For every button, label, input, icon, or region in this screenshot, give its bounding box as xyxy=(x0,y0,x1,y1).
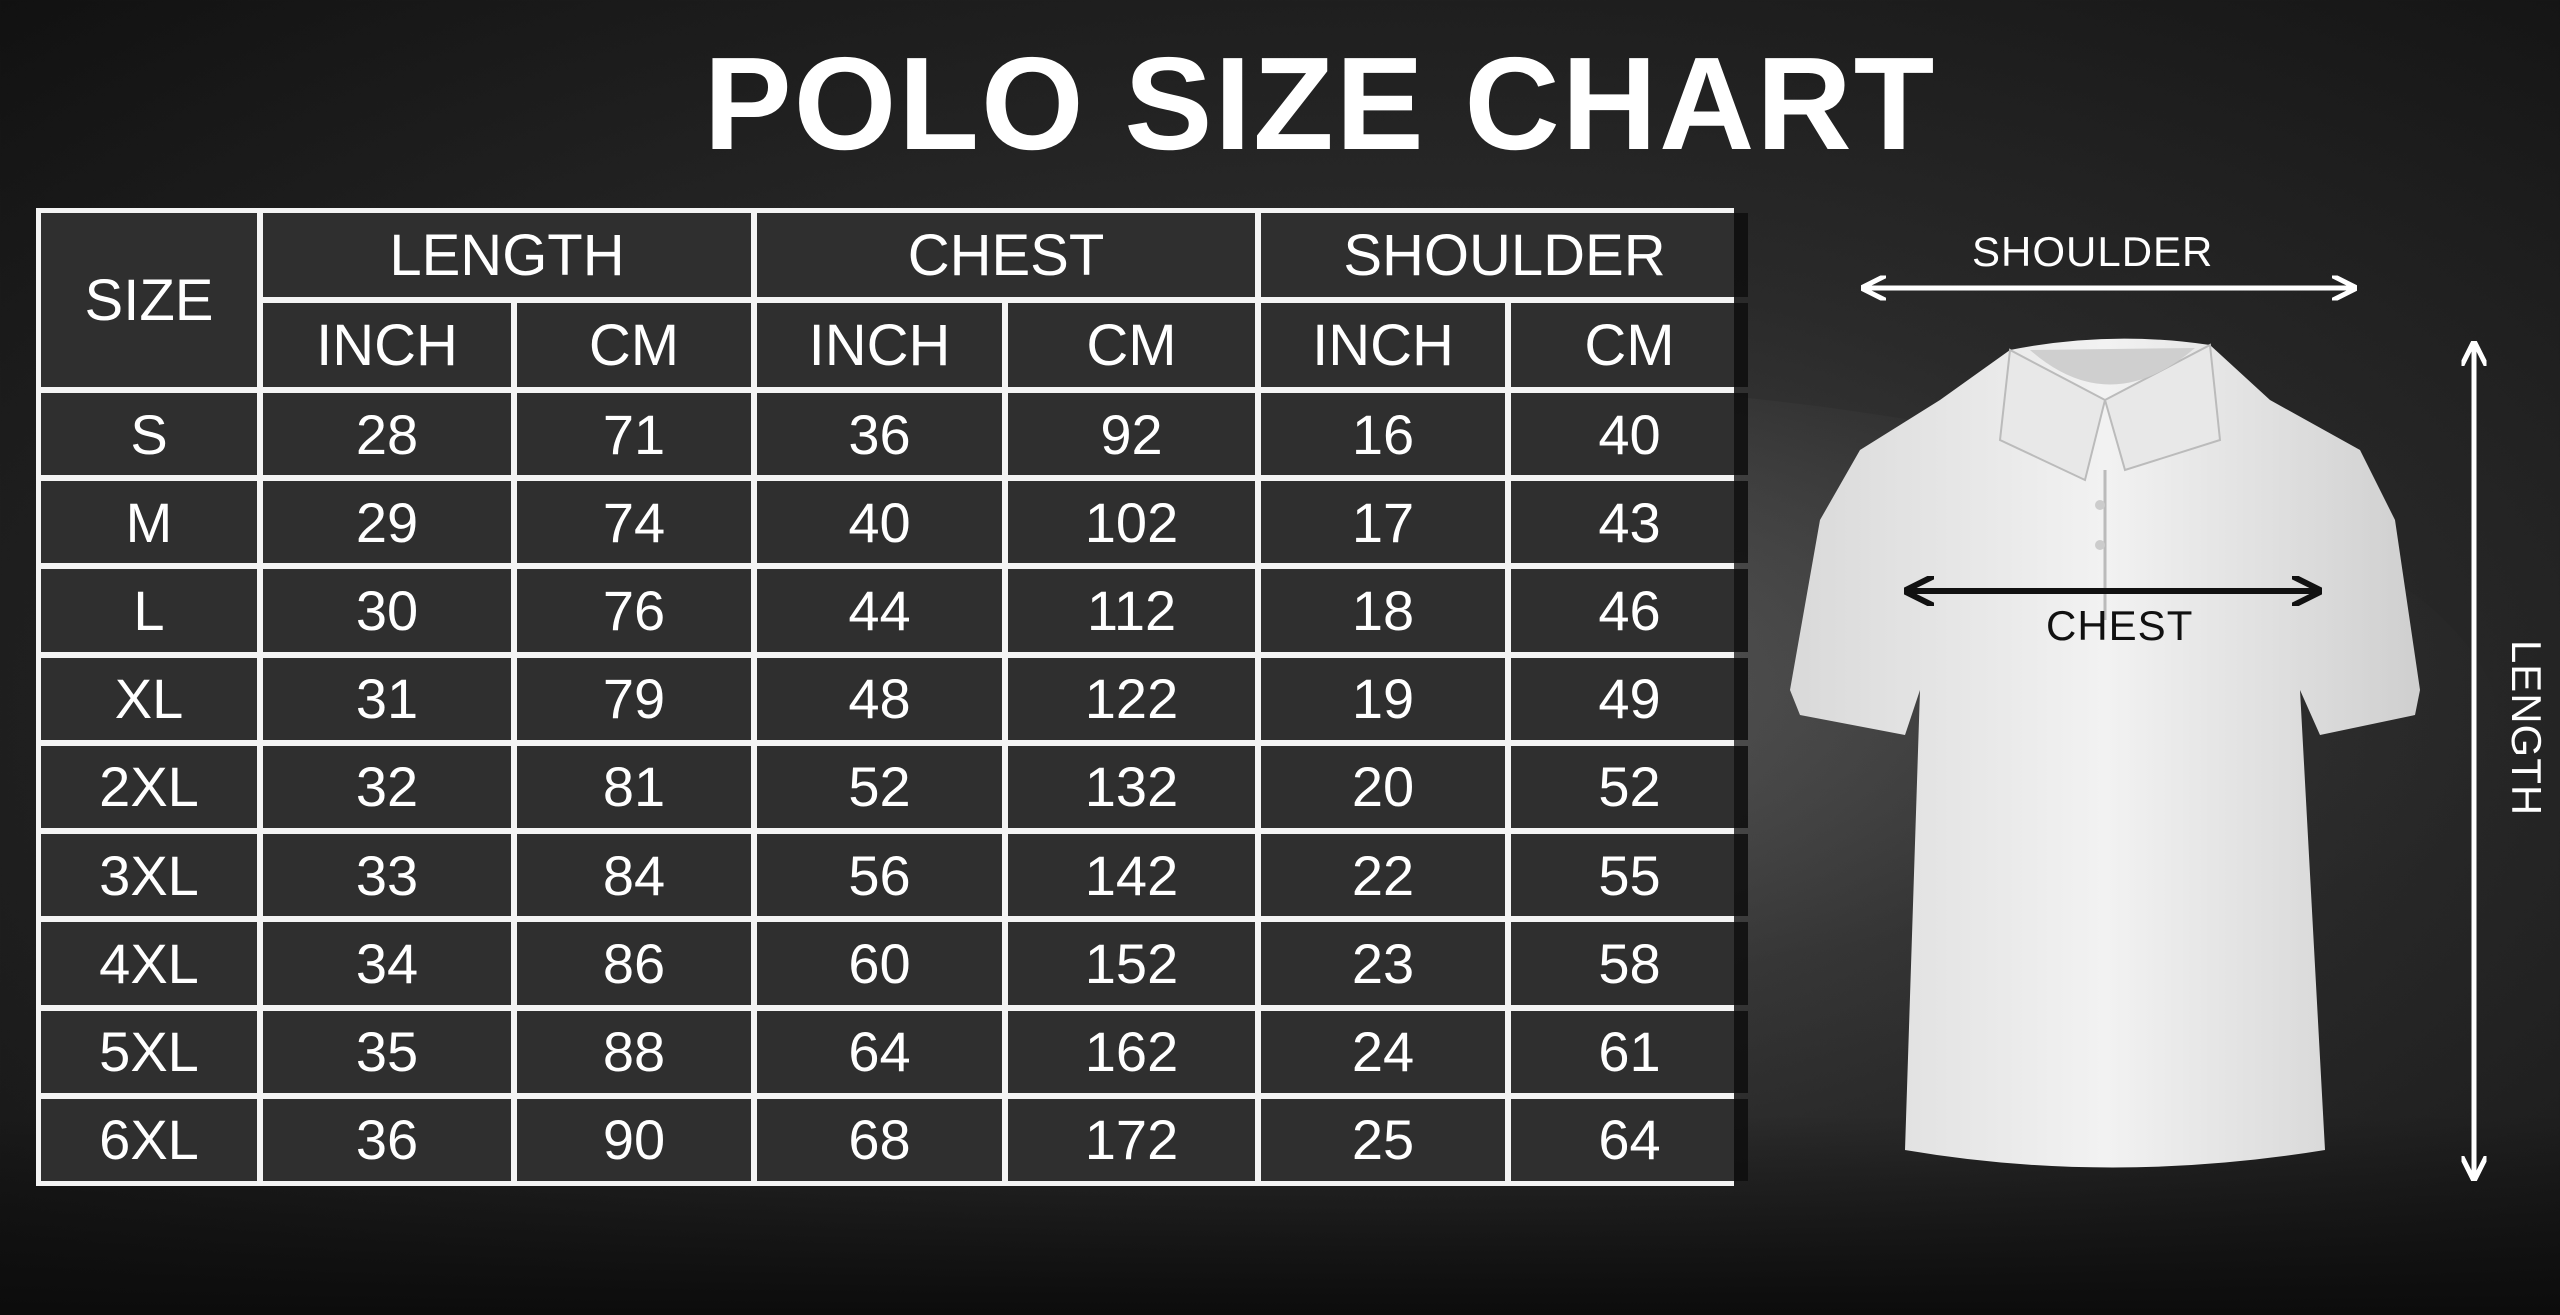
value-cell: 23 xyxy=(1261,922,1505,1005)
value-cell: 81 xyxy=(517,745,751,829)
value-cell: 40 xyxy=(757,481,1002,564)
value-cell: 43 xyxy=(1511,481,1748,564)
value-cell: 30 xyxy=(263,569,511,652)
value-cell: 76 xyxy=(517,569,751,652)
size-cell: XL xyxy=(41,657,257,740)
value-cell: 29 xyxy=(263,481,511,564)
unit-header: CM xyxy=(517,303,751,387)
value-cell: 79 xyxy=(517,657,751,740)
chest-label: CHEST xyxy=(2046,602,2194,649)
value-cell: 36 xyxy=(757,393,1002,476)
value-cell: 61 xyxy=(1511,1010,1748,1093)
shoulder-header: SHOULDER xyxy=(1261,213,1748,297)
value-cell: 33 xyxy=(263,834,511,917)
value-cell: 48 xyxy=(757,657,1002,740)
value-cell: 68 xyxy=(757,1098,1002,1181)
length-label: LENGTH xyxy=(2503,639,2551,817)
page-title: POLO SIZE CHART xyxy=(703,30,1937,177)
value-cell: 71 xyxy=(517,393,751,476)
value-cell: 84 xyxy=(517,834,751,917)
value-cell: 36 xyxy=(263,1098,511,1181)
value-cell: 52 xyxy=(757,745,1002,829)
value-cell: 44 xyxy=(757,569,1002,652)
value-cell: 19 xyxy=(1261,657,1505,740)
polo-shirt-icon xyxy=(1790,338,2420,1168)
shoulder-label: SHOULDER xyxy=(1972,228,2214,275)
value-cell: 55 xyxy=(1511,834,1748,917)
size-cell: L xyxy=(41,569,257,652)
value-cell: 112 xyxy=(1008,569,1255,652)
chest-header: CHEST xyxy=(757,213,1255,297)
value-cell: 40 xyxy=(1511,393,1748,476)
size-cell: 2XL xyxy=(41,745,257,829)
value-cell: 35 xyxy=(263,1010,511,1093)
value-cell: 142 xyxy=(1008,834,1255,917)
value-cell: 122 xyxy=(1008,657,1255,740)
size-cell: 4XL xyxy=(41,922,257,1005)
value-cell: 34 xyxy=(263,922,511,1005)
value-cell: 64 xyxy=(1511,1098,1748,1181)
size-table: SIZE LENGTH CHEST SHOULDER INCH CM INCH … xyxy=(36,208,1748,1186)
value-cell: 22 xyxy=(1261,834,1505,917)
value-cell: 132 xyxy=(1008,745,1255,829)
unit-header: CM xyxy=(1511,303,1748,387)
value-cell: 162 xyxy=(1008,1010,1255,1093)
value-cell: 28 xyxy=(263,393,511,476)
size-cell: 5XL xyxy=(41,1010,257,1093)
size-cell: 3XL xyxy=(41,834,257,917)
value-cell: 92 xyxy=(1008,393,1255,476)
value-cell: 16 xyxy=(1261,393,1505,476)
value-cell: 74 xyxy=(517,481,751,564)
value-cell: 52 xyxy=(1511,745,1748,829)
length-header: LENGTH xyxy=(263,213,751,297)
value-cell: 46 xyxy=(1511,569,1748,652)
value-cell: 25 xyxy=(1261,1098,1505,1181)
value-cell: 64 xyxy=(757,1010,1002,1093)
value-cell: 172 xyxy=(1008,1098,1255,1181)
value-cell: 60 xyxy=(757,922,1002,1005)
unit-header: INCH xyxy=(1261,303,1505,387)
value-cell: 90 xyxy=(517,1098,751,1181)
value-cell: 56 xyxy=(757,834,1002,917)
value-cell: 17 xyxy=(1261,481,1505,564)
value-cell: 58 xyxy=(1511,922,1748,1005)
value-cell: 18 xyxy=(1261,569,1505,652)
value-cell: 24 xyxy=(1261,1010,1505,1093)
size-cell: 6XL xyxy=(41,1098,257,1181)
value-cell: 31 xyxy=(263,657,511,740)
value-cell: 88 xyxy=(517,1010,751,1093)
value-cell: 49 xyxy=(1511,657,1748,740)
value-cell: 102 xyxy=(1008,481,1255,564)
value-cell: 32 xyxy=(263,745,511,829)
unit-header: INCH xyxy=(757,303,1002,387)
value-cell: 86 xyxy=(517,922,751,1005)
size-header: SIZE xyxy=(41,213,257,387)
unit-header: INCH xyxy=(263,303,511,387)
value-cell: 20 xyxy=(1261,745,1505,829)
size-cell: M xyxy=(41,481,257,564)
unit-header: CM xyxy=(1008,303,1255,387)
value-cell: 152 xyxy=(1008,922,1255,1005)
size-cell: S xyxy=(41,393,257,476)
